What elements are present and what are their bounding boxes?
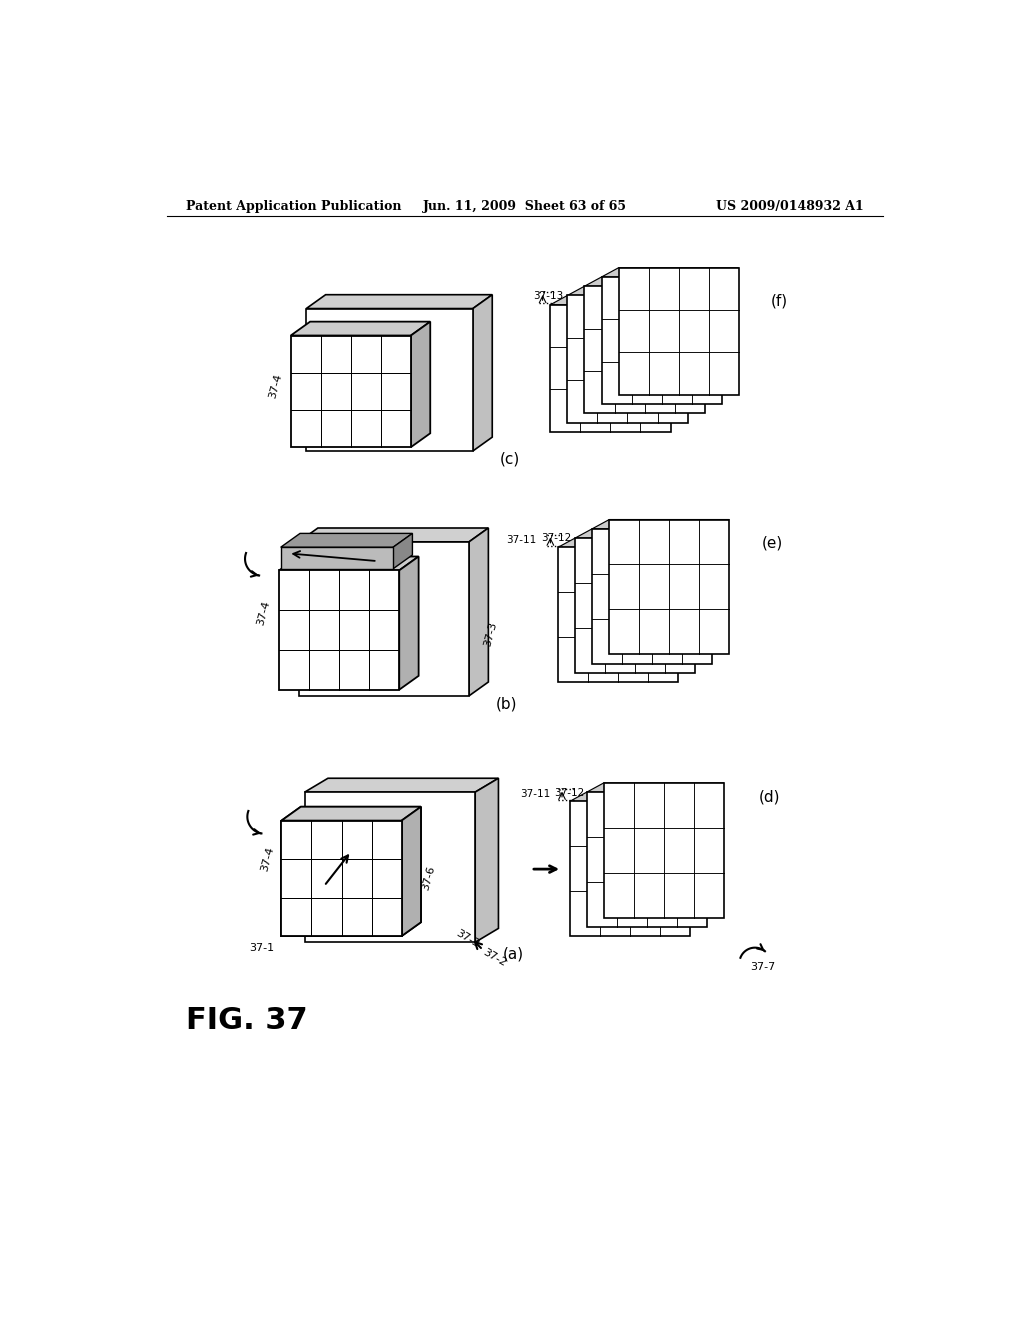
Text: 37-2: 37-2 xyxy=(481,946,508,969)
Text: 37-4: 37-4 xyxy=(256,599,271,626)
Text: (a): (a) xyxy=(503,946,523,961)
Polygon shape xyxy=(567,286,705,296)
Polygon shape xyxy=(587,792,707,927)
Polygon shape xyxy=(567,296,687,422)
Text: (e): (e) xyxy=(762,536,783,550)
Text: 37-5: 37-5 xyxy=(315,866,340,891)
Text: (b): (b) xyxy=(496,696,517,711)
Polygon shape xyxy=(601,268,738,277)
Text: 37-3: 37-3 xyxy=(482,620,499,648)
Text: US 2009/0148932 A1: US 2009/0148932 A1 xyxy=(717,199,864,213)
Text: 37-7: 37-7 xyxy=(751,962,775,972)
Text: 37-11: 37-11 xyxy=(507,535,537,545)
Text: (d): (d) xyxy=(759,789,780,805)
Polygon shape xyxy=(585,286,705,413)
Polygon shape xyxy=(401,807,421,936)
Polygon shape xyxy=(558,539,695,548)
Polygon shape xyxy=(575,529,713,539)
Polygon shape xyxy=(601,277,722,404)
Text: 37-12: 37-12 xyxy=(555,788,585,797)
Polygon shape xyxy=(280,570,399,689)
Polygon shape xyxy=(291,335,411,447)
Polygon shape xyxy=(399,557,419,689)
Polygon shape xyxy=(587,783,724,792)
Text: 37-4: 37-4 xyxy=(259,846,275,873)
Text: 37-12: 37-12 xyxy=(541,533,571,544)
Text: FIG. 37: FIG. 37 xyxy=(186,1006,308,1035)
Polygon shape xyxy=(306,294,493,309)
Polygon shape xyxy=(618,268,738,395)
Polygon shape xyxy=(305,792,475,942)
Polygon shape xyxy=(299,528,488,543)
Polygon shape xyxy=(411,322,430,447)
Text: Patent Application Publication: Patent Application Publication xyxy=(186,199,401,213)
Polygon shape xyxy=(550,305,671,432)
Polygon shape xyxy=(569,801,690,936)
Polygon shape xyxy=(550,296,687,305)
Polygon shape xyxy=(609,520,729,655)
Polygon shape xyxy=(592,529,713,664)
Polygon shape xyxy=(281,533,413,548)
Polygon shape xyxy=(604,783,724,917)
Polygon shape xyxy=(282,807,421,821)
Polygon shape xyxy=(469,528,488,696)
Polygon shape xyxy=(280,557,419,570)
Polygon shape xyxy=(282,807,421,821)
Polygon shape xyxy=(306,309,473,451)
Text: 37-4: 37-4 xyxy=(267,372,284,399)
Polygon shape xyxy=(282,821,401,936)
Text: 37-6: 37-6 xyxy=(421,865,437,892)
Text: 37-11: 37-11 xyxy=(520,788,550,799)
Text: 37-10: 37-10 xyxy=(666,874,683,907)
Polygon shape xyxy=(305,779,499,792)
Polygon shape xyxy=(473,294,493,451)
Polygon shape xyxy=(281,548,393,569)
Text: 37-1: 37-1 xyxy=(250,942,274,953)
Text: Jun. 11, 2009  Sheet 63 of 65: Jun. 11, 2009 Sheet 63 of 65 xyxy=(423,199,627,213)
Text: 37-9: 37-9 xyxy=(652,865,669,892)
Polygon shape xyxy=(585,277,722,286)
Polygon shape xyxy=(401,807,421,936)
Text: 37-8: 37-8 xyxy=(638,851,654,879)
Polygon shape xyxy=(592,520,729,529)
Text: (f): (f) xyxy=(771,293,788,309)
Polygon shape xyxy=(558,548,678,682)
Polygon shape xyxy=(393,533,413,569)
Text: 37-3: 37-3 xyxy=(454,928,481,949)
Polygon shape xyxy=(282,821,401,936)
Polygon shape xyxy=(575,539,695,673)
Text: (c): (c) xyxy=(500,451,520,466)
Polygon shape xyxy=(569,792,707,801)
Polygon shape xyxy=(299,543,469,696)
Polygon shape xyxy=(291,322,430,335)
Text: 37-13: 37-13 xyxy=(532,290,563,301)
Polygon shape xyxy=(475,779,499,942)
